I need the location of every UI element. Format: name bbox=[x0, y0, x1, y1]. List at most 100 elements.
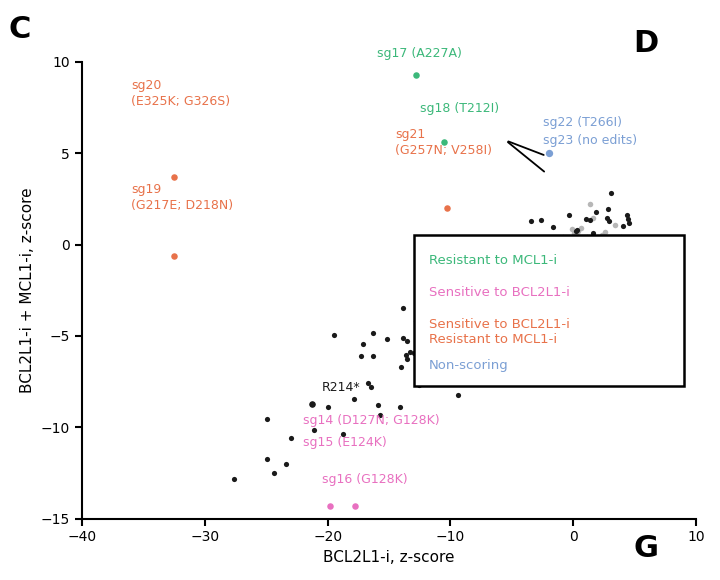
Point bbox=[545, 245, 557, 254]
Point bbox=[602, 204, 613, 213]
Point bbox=[615, 233, 626, 242]
Point bbox=[489, 295, 500, 305]
Point bbox=[456, 350, 468, 359]
Point bbox=[537, 270, 549, 279]
Point bbox=[564, 238, 576, 247]
Point bbox=[574, 242, 585, 252]
Point bbox=[492, 282, 503, 291]
Text: sg18 (T212I): sg18 (T212I) bbox=[420, 102, 499, 115]
Point bbox=[544, 314, 556, 324]
Point bbox=[528, 263, 540, 272]
Point bbox=[552, 284, 563, 293]
Point bbox=[423, 316, 435, 325]
Point bbox=[368, 328, 379, 338]
Point bbox=[356, 351, 367, 361]
Point bbox=[528, 263, 540, 273]
Point bbox=[568, 242, 580, 252]
Point bbox=[418, 340, 429, 349]
Point bbox=[545, 248, 557, 258]
Point bbox=[456, 340, 467, 350]
Point bbox=[534, 249, 546, 258]
Point bbox=[505, 303, 516, 313]
Text: sg14 (D127N; G128K): sg14 (D127N; G128K) bbox=[303, 414, 440, 427]
Point bbox=[502, 298, 513, 307]
Point bbox=[567, 224, 578, 234]
Point bbox=[434, 331, 446, 340]
Point bbox=[362, 379, 374, 388]
Point bbox=[584, 250, 595, 259]
Text: Resistant to MCL1-i: Resistant to MCL1-i bbox=[429, 253, 557, 267]
Point bbox=[485, 259, 496, 268]
Point bbox=[495, 312, 507, 321]
Point bbox=[553, 276, 564, 285]
Point bbox=[521, 293, 533, 302]
Point bbox=[518, 282, 530, 291]
Point bbox=[529, 269, 541, 278]
Point bbox=[530, 296, 541, 305]
Text: Sensitive to BCL2L1-i: Sensitive to BCL2L1-i bbox=[429, 286, 570, 299]
Point bbox=[503, 282, 515, 291]
Point bbox=[450, 299, 462, 309]
Point bbox=[572, 226, 583, 235]
Point bbox=[495, 267, 506, 276]
Point bbox=[525, 269, 536, 278]
Point bbox=[552, 238, 563, 248]
Point bbox=[550, 263, 562, 273]
Point bbox=[415, 360, 426, 369]
Point bbox=[601, 213, 613, 223]
Point bbox=[503, 264, 515, 274]
Point bbox=[544, 240, 556, 249]
Point bbox=[513, 264, 525, 274]
Point bbox=[585, 200, 596, 209]
Point bbox=[491, 283, 503, 292]
Point bbox=[402, 336, 413, 345]
Point bbox=[535, 271, 546, 281]
Point bbox=[525, 216, 536, 226]
Point bbox=[348, 394, 359, 403]
Point bbox=[480, 294, 492, 303]
Point bbox=[480, 316, 492, 325]
Point bbox=[502, 313, 513, 322]
Point bbox=[381, 335, 392, 344]
Point bbox=[563, 211, 575, 220]
Point bbox=[438, 317, 449, 326]
Point bbox=[397, 334, 409, 343]
Point bbox=[537, 278, 549, 288]
Point bbox=[539, 258, 551, 267]
Point bbox=[531, 271, 542, 281]
Point bbox=[168, 251, 180, 260]
Point bbox=[575, 223, 587, 233]
Point bbox=[562, 248, 574, 258]
Point bbox=[586, 248, 598, 257]
Point bbox=[555, 267, 567, 276]
Point bbox=[453, 391, 464, 400]
Point bbox=[568, 281, 580, 290]
Point bbox=[575, 251, 586, 260]
Point bbox=[522, 269, 534, 278]
Point bbox=[536, 216, 547, 225]
Point bbox=[474, 310, 486, 320]
Point bbox=[507, 283, 518, 292]
Point bbox=[495, 296, 506, 306]
Text: R214*: R214* bbox=[322, 382, 360, 394]
Point bbox=[531, 276, 542, 285]
Point bbox=[566, 253, 577, 262]
Point bbox=[559, 247, 570, 256]
Point bbox=[531, 270, 543, 280]
Point bbox=[513, 323, 525, 332]
Point bbox=[622, 215, 634, 224]
Point bbox=[261, 454, 273, 463]
Point bbox=[536, 251, 547, 260]
Point bbox=[544, 247, 556, 256]
Point bbox=[566, 252, 577, 261]
Point bbox=[374, 411, 385, 420]
Point bbox=[539, 270, 550, 279]
Point bbox=[526, 270, 537, 280]
Point bbox=[536, 291, 547, 300]
Point bbox=[485, 346, 497, 356]
Point bbox=[544, 267, 555, 276]
Point bbox=[541, 274, 552, 283]
Point bbox=[561, 243, 572, 252]
Point bbox=[485, 325, 497, 335]
Point bbox=[408, 349, 420, 358]
